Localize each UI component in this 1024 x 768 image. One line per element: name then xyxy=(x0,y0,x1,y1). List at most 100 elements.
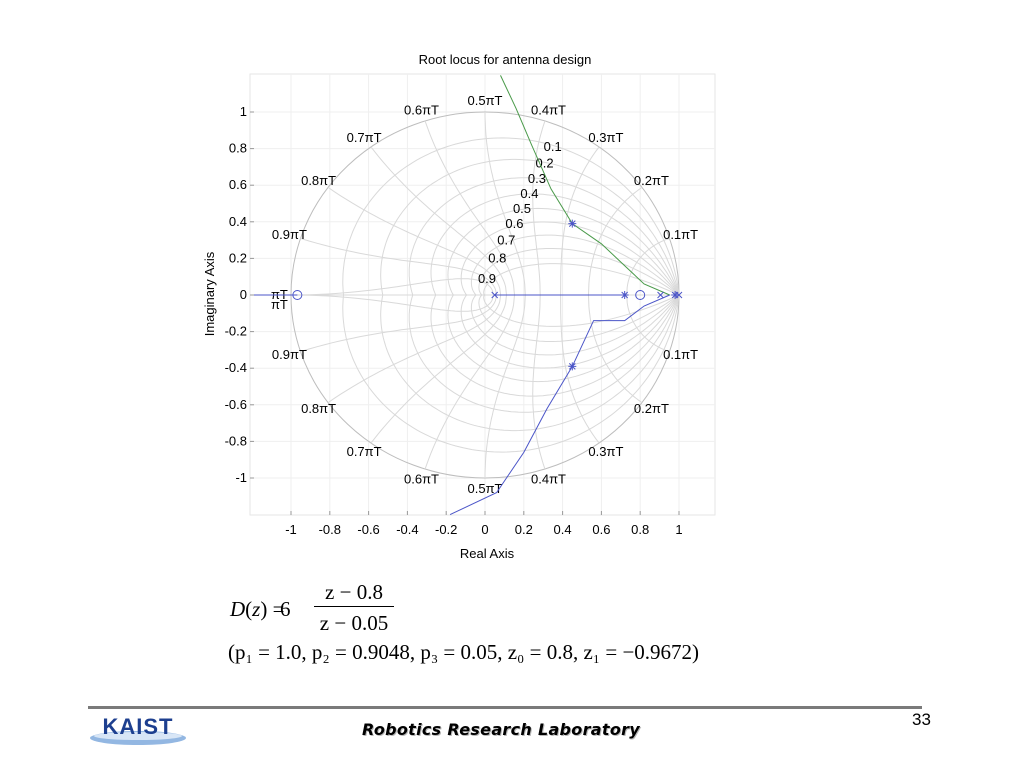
y-tick-label: 0.2 xyxy=(229,250,247,265)
formula-lhs-function: D xyxy=(230,597,246,621)
frequency-label: 0.3πT xyxy=(588,130,623,145)
x-tick-label: 0.2 xyxy=(515,522,533,537)
damping-curve xyxy=(460,221,680,296)
frequency-curve xyxy=(484,112,526,296)
frequency-label: 0.8πT xyxy=(301,401,336,416)
y-axis-label: Imaginary Axis xyxy=(202,251,217,336)
frequency-curve xyxy=(560,294,600,444)
y-tick-label: -0.6 xyxy=(225,397,247,412)
frequency-label: 0.4πT xyxy=(531,472,566,487)
root-locus-plot: Root locus for antenna design 0.1πT0.1πT… xyxy=(202,52,716,561)
closed-loop-pole xyxy=(620,291,629,299)
damping-curve xyxy=(408,177,680,296)
frequency-label: 0.8πT xyxy=(301,173,336,188)
damping-label: 0.5 xyxy=(513,201,531,216)
frequency-curve xyxy=(300,294,497,353)
frequency-label: 0.7πT xyxy=(347,130,382,145)
y-tick-label: 1 xyxy=(240,104,247,119)
frequency-label: 0.3πT xyxy=(588,444,623,459)
y-tick-label: -0.2 xyxy=(225,324,247,339)
pole-zero-markers xyxy=(292,219,683,371)
frequency-curve xyxy=(290,294,494,312)
frequency-curve xyxy=(588,294,643,403)
damping-label: 0.4 xyxy=(520,186,538,201)
y-tick-label: 0.8 xyxy=(229,141,247,156)
frequency-curve xyxy=(532,294,546,470)
x-tick-label: -0.4 xyxy=(396,522,418,537)
transfer-function-formula: D(z) = 6 z − 0.8 z − 0.05 (p₁ = 1.0, p₂ … xyxy=(228,580,848,670)
frequency-curve xyxy=(588,187,643,296)
formula-denominator: z − 0.05 xyxy=(319,611,389,635)
frequency-label: 0.1πT xyxy=(663,347,698,362)
page-number: 33 xyxy=(912,710,931,729)
x-tick-label: -0.6 xyxy=(357,522,379,537)
damping-curve xyxy=(478,294,680,342)
formula-parameters: (p₁ = 1.0, p₂ = 0.9048, p₃ = 0.05, z₀ = … xyxy=(228,640,700,664)
frequency-label: 0.6πT xyxy=(404,103,439,118)
x-axis-label: Real Axis xyxy=(460,546,515,561)
damping-curve xyxy=(460,294,680,369)
damping-curve xyxy=(430,193,680,296)
frequency-label: 0.2πT xyxy=(634,401,669,416)
damping-curve xyxy=(447,294,680,383)
frequency-curve xyxy=(300,237,497,296)
lab-name: Robotics Research Laboratory xyxy=(362,720,641,739)
chart-title: Root locus for antenna design xyxy=(419,52,592,67)
zgrid: 0.1πT0.1πT0.2πT0.2πT0.3πT0.3πT0.4πT0.4πT… xyxy=(250,74,715,515)
formula-numerator: z − 0.8 xyxy=(314,580,394,607)
open-loop-zero xyxy=(635,290,646,300)
frequency-curve xyxy=(424,120,515,296)
x-tick-label: -0.2 xyxy=(435,522,457,537)
damping-curve xyxy=(380,294,680,432)
x-tick-label: -0.8 xyxy=(319,522,341,537)
y-tick-label: -0.4 xyxy=(225,360,247,375)
frequency-label: 0.5πT xyxy=(468,481,503,496)
frequency-label: πT xyxy=(271,297,288,312)
x-tick-label: 1 xyxy=(675,522,682,537)
open-loop-pole xyxy=(491,291,499,299)
frequency-curve xyxy=(370,146,507,296)
frequency-label: 0.5πT xyxy=(468,93,503,108)
closed-loop-pole xyxy=(568,362,577,371)
frequency-curve xyxy=(327,294,502,404)
frequency-label: 0.6πT xyxy=(404,472,439,487)
formula-lhs: D(z) = xyxy=(230,597,285,621)
damping-curve xyxy=(408,294,680,413)
closed-loop-pole xyxy=(671,291,680,299)
damping-curve xyxy=(380,158,680,296)
y-tick-label: 0.4 xyxy=(229,214,247,229)
kaist-logo-text: KAIST xyxy=(103,714,174,739)
closed-loop-pole xyxy=(568,219,577,228)
damping-label: 0.6 xyxy=(505,216,523,231)
x-tick-label: 0.4 xyxy=(554,522,572,537)
damping-curve xyxy=(342,137,680,296)
damping-label: 0.1 xyxy=(544,139,562,154)
damping-label: 0.3 xyxy=(528,171,546,186)
damping-label: 0.2 xyxy=(536,156,554,171)
frequency-curve xyxy=(370,294,507,444)
frequency-curve xyxy=(560,146,600,296)
x-tick-label: 0.8 xyxy=(631,522,649,537)
x-tick-label: -1 xyxy=(285,522,297,537)
damping-label: 0.7 xyxy=(497,232,515,247)
formula-lhs-variable: z xyxy=(252,597,261,621)
frequency-curve xyxy=(626,294,670,353)
y-tick-label: 0 xyxy=(240,287,247,302)
frequency-label: 0.9πT xyxy=(272,347,307,362)
y-tick-label: -1 xyxy=(235,470,247,485)
damping-label: 0.9 xyxy=(478,271,496,286)
frequency-label: 0.1πT xyxy=(663,227,698,242)
footer-divider xyxy=(88,706,922,709)
damping-curve xyxy=(447,207,680,296)
frequency-curve xyxy=(327,186,502,296)
frequency-label: 0.2πT xyxy=(634,173,669,188)
damping-curve xyxy=(430,294,680,397)
damping-curve xyxy=(478,248,680,296)
x-tick-label: 0.6 xyxy=(592,522,610,537)
axis-ticks: -1 -0.8 -0.6 -0.4 -0.2 0 0.2 0.4 0.6 0.8 110.80.60… xyxy=(225,104,683,537)
frequency-curve xyxy=(484,294,526,478)
frequency-curve xyxy=(626,237,670,296)
damping-curve xyxy=(342,294,680,453)
frequency-label: 0.7πT xyxy=(347,444,382,459)
x-tick-label: 0 xyxy=(481,522,488,537)
